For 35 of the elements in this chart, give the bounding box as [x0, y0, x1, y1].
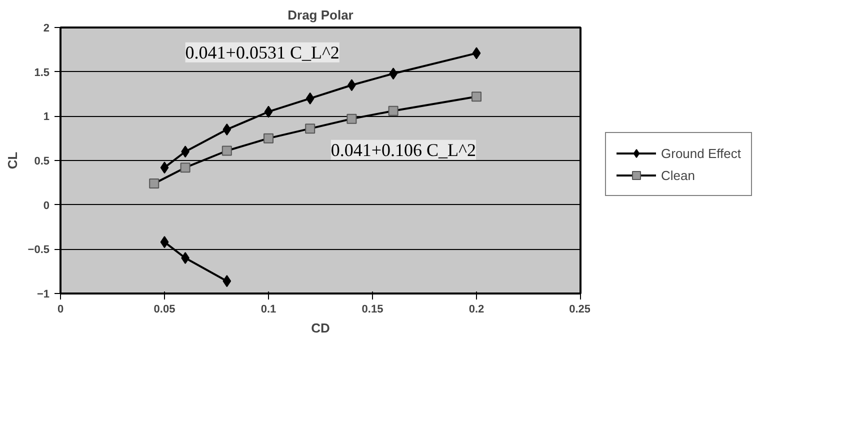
point [222, 123, 232, 136]
point [180, 162, 190, 173]
x-tick-label: 0 [57, 304, 64, 316]
legend-label: Ground Effect [661, 146, 741, 160]
x-axis-title: CD [311, 320, 330, 336]
point [160, 162, 169, 174]
y-tick-label: 1 [43, 111, 50, 124]
x-tick-label: 0.2 [468, 304, 484, 316]
x-tick-label: 0.25 [569, 304, 591, 316]
point [264, 106, 273, 118]
x-tick-label: 0.1 [260, 304, 276, 316]
annotation: 0.041+0.0531 C_L^2 [185, 42, 340, 62]
x-tick-label: 0.05 [154, 304, 176, 316]
legend-label: Clean [661, 168, 695, 182]
chart-title: Drag Polar [288, 8, 354, 22]
point [160, 236, 169, 248]
point [264, 133, 274, 144]
y-tick-label: −0.5 [28, 244, 50, 256]
point [472, 47, 481, 60]
point [306, 92, 314, 104]
point [388, 106, 398, 116]
y-tick-label: −1 [36, 288, 50, 300]
y-tick-label: 1.5 [34, 66, 50, 79]
y-tick-label: 2 [43, 22, 50, 34]
annotation: 0.041+0.106 C_L^2 [330, 140, 476, 160]
point [305, 124, 316, 134]
y-axis-title: CL [4, 152, 20, 170]
point [222, 146, 232, 156]
y-tick-label: 0.5 [34, 156, 50, 168]
point [149, 178, 160, 189]
x-tick-label: 0.15 [362, 304, 384, 316]
point [472, 92, 482, 102]
y-tick-label: 0 [43, 200, 50, 212]
point [346, 114, 357, 124]
point [222, 275, 232, 288]
